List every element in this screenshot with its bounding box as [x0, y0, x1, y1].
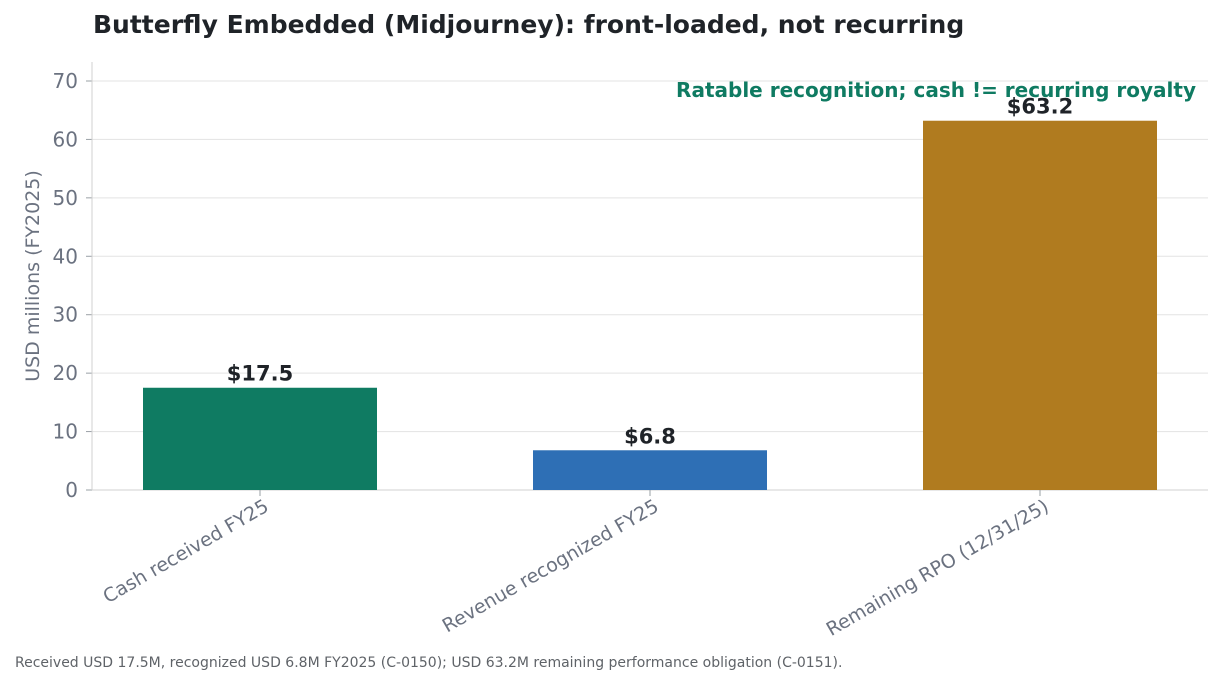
bar-value-label: $17.5: [227, 362, 293, 386]
y-axis-label: USD millions (FY2025): [22, 170, 44, 382]
bar: [143, 387, 377, 490]
y-tick-label: 60: [53, 127, 78, 151]
x-tick-label: Remaining RPO (12/31/25): [823, 495, 1053, 640]
bar: [533, 450, 767, 490]
y-tick-label: 70: [53, 69, 78, 93]
x-tick-label: Revenue recognized FY25: [439, 495, 663, 637]
bar-value-label: $63.2: [1007, 95, 1073, 119]
y-tick-label: 0: [65, 478, 78, 502]
bar: [923, 120, 1157, 490]
bar-chart: 0 10 20 30 40 50 60 70 Cash received FY25 Revenue…: [22, 62, 1208, 641]
chart-title: Butterfly Embedded (Midjourney): front-l…: [93, 10, 965, 39]
y-tick-label: 30: [53, 303, 78, 327]
y-tick-label: 20: [53, 361, 78, 385]
y-tick-label: 50: [53, 186, 78, 210]
bar-value-label: $6.8: [624, 424, 676, 448]
bars: [143, 120, 1157, 490]
value-labels: $17.5 $6.8 $63.2: [227, 95, 1073, 449]
footnote: Received USD 17.5M, recognized USD 6.8M …: [15, 655, 843, 671]
chart-annotation: Ratable recognition; cash != recurring r…: [676, 78, 1196, 102]
y-tick-label: 40: [53, 244, 78, 268]
x-tick-label: Cash received FY25: [99, 495, 272, 608]
y-tick-label: 10: [53, 420, 78, 444]
